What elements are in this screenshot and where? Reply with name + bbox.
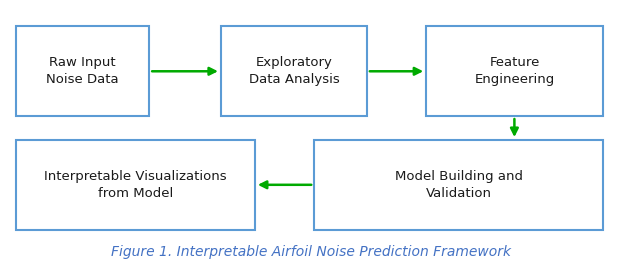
FancyBboxPatch shape xyxy=(426,26,603,116)
FancyBboxPatch shape xyxy=(16,140,255,230)
Text: Interpretable Visualizations
from Model: Interpretable Visualizations from Model xyxy=(44,170,226,200)
Text: Exploratory
Data Analysis: Exploratory Data Analysis xyxy=(249,56,339,86)
FancyBboxPatch shape xyxy=(16,26,149,116)
Text: Figure 1. Interpretable Airfoil Noise Prediction Framework: Figure 1. Interpretable Airfoil Noise Pr… xyxy=(111,245,511,259)
FancyBboxPatch shape xyxy=(314,140,603,230)
Text: Raw Input
Noise Data: Raw Input Noise Data xyxy=(46,56,119,86)
FancyBboxPatch shape xyxy=(221,26,367,116)
Text: Feature
Engineering: Feature Engineering xyxy=(475,56,555,86)
Text: Model Building and
Validation: Model Building and Validation xyxy=(395,170,522,200)
